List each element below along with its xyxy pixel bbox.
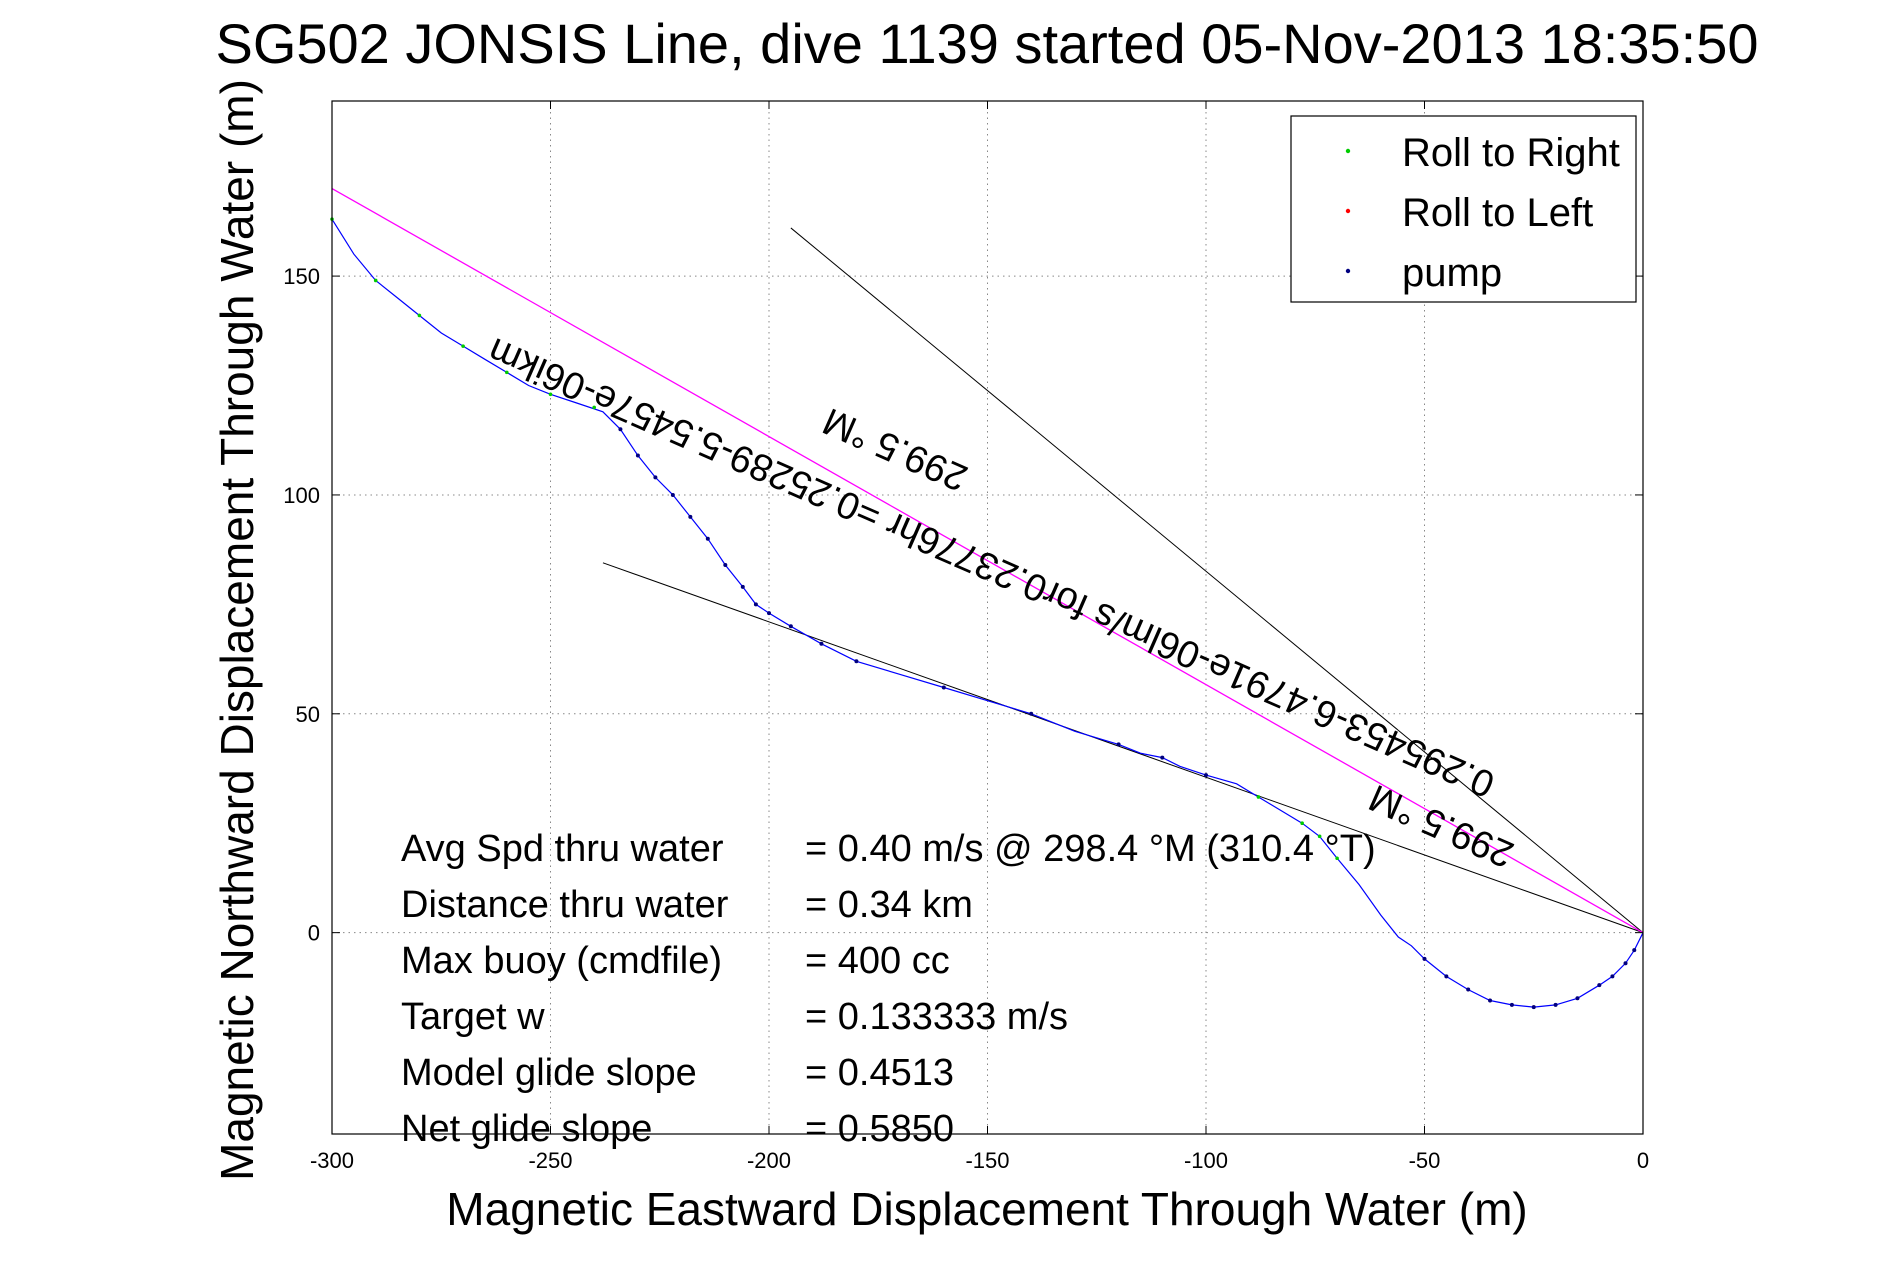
pump-point [1632,948,1637,953]
stat-value: = 0.40 m/s @ 298.4 °M (310.4 °T) [805,828,1376,870]
stat-label: Avg Spd thru water [401,828,724,870]
x-tick-label: -300 [310,1148,354,1173]
pump-point [819,641,824,646]
grid [332,101,1643,1134]
fit-lines [331,187,1644,934]
roll-right-point [1300,821,1304,826]
pump-point [1509,1002,1514,1007]
pump-point [854,659,859,664]
y-tick-label: 150 [283,264,320,289]
pump-point [618,427,623,432]
roll-right-point [548,392,553,397]
pump-point [767,611,771,616]
pump-point [1553,1002,1558,1007]
pump-point [1029,711,1034,716]
pump-point [1597,983,1602,988]
pump-point [1623,961,1628,966]
pump-point [1531,1005,1536,1010]
x-tick-label: -250 [528,1148,572,1173]
legend: Roll to Right Roll to Left pump [1290,115,1637,303]
pump-point [753,602,758,607]
stat-label: Model glide slope [401,1052,697,1094]
roll-right-point [1335,856,1339,861]
pump-point [1444,974,1449,979]
stat-value: = 0.133333 m/s [805,996,1068,1038]
x-axis-label: Magnetic Eastward Displacement Through W… [446,1183,1527,1235]
pump-point [653,475,658,480]
legend-marker [1345,208,1351,214]
roll-right-point [505,370,509,375]
pump-point [723,562,728,567]
y-tick-label: 0 [308,921,320,946]
stat-value: = 0.5850 [805,1108,954,1150]
stat-value: = 0.4513 [805,1052,954,1094]
x-tick-label: -100 [1184,1148,1228,1173]
pump-point [788,624,793,629]
roll-right-point [373,278,378,283]
roll-right-point [461,344,465,348]
stat-label: Target w [401,996,545,1038]
stats-block: Avg Spd thru water = 0.40 m/s @ 298.4 °M … [401,828,1376,1150]
pump-point [1116,742,1121,747]
chart-title: SG502 JONSIS Line, dive 1139 started 05-… [215,12,1758,75]
roll-right-point [417,313,422,318]
markers [330,217,1637,1010]
stat-value: = 0.34 km [805,884,973,926]
pump-point [1204,773,1208,778]
legend-marker [1345,268,1351,274]
y-axis-label: Magnetic Northward Displacement Through … [211,79,263,1181]
pump-point [1422,956,1427,961]
legend-entry: pump [1402,251,1502,295]
x-tick-label: 0 [1637,1148,1649,1173]
roll-right-point [592,405,596,410]
fit-line [790,227,1644,934]
legend-entry: Roll to Right [1402,131,1620,175]
y-tick-label: 100 [283,483,320,508]
stat-label: Max buoy (cmdfile) [401,940,722,982]
x-tick-label: -150 [965,1148,1009,1173]
plot-frame [331,100,1644,1135]
x-tick-label: -50 [1409,1148,1441,1173]
stat-label: Distance thru water [401,884,729,926]
legend-entry: Roll to Left [1402,191,1593,235]
pump-point [670,492,675,497]
pump-point [1160,755,1165,760]
heading-line [331,187,1644,934]
pump-point [705,536,710,541]
pump-point [635,453,640,458]
pump-point [1575,996,1580,1001]
pump-point [688,514,693,519]
roll-right-point [1256,795,1261,799]
tick-labels: -300 -250 -200 -150 -100 -50 0 0 50 100 150 [283,101,1649,1173]
pump-point [1610,974,1615,979]
pump-point [740,584,745,589]
fit-line [602,562,1644,934]
pump-point [1466,987,1471,992]
x-tick-label: -200 [747,1148,791,1173]
pump-point [1488,998,1493,1003]
stat-value: = 400 cc [805,940,950,982]
roll-right-point [1317,834,1322,839]
pump-point [941,685,946,690]
stat-label: Net glide slope [401,1108,652,1150]
y-tick-label: 50 [296,702,320,727]
legend-marker [1345,148,1351,154]
